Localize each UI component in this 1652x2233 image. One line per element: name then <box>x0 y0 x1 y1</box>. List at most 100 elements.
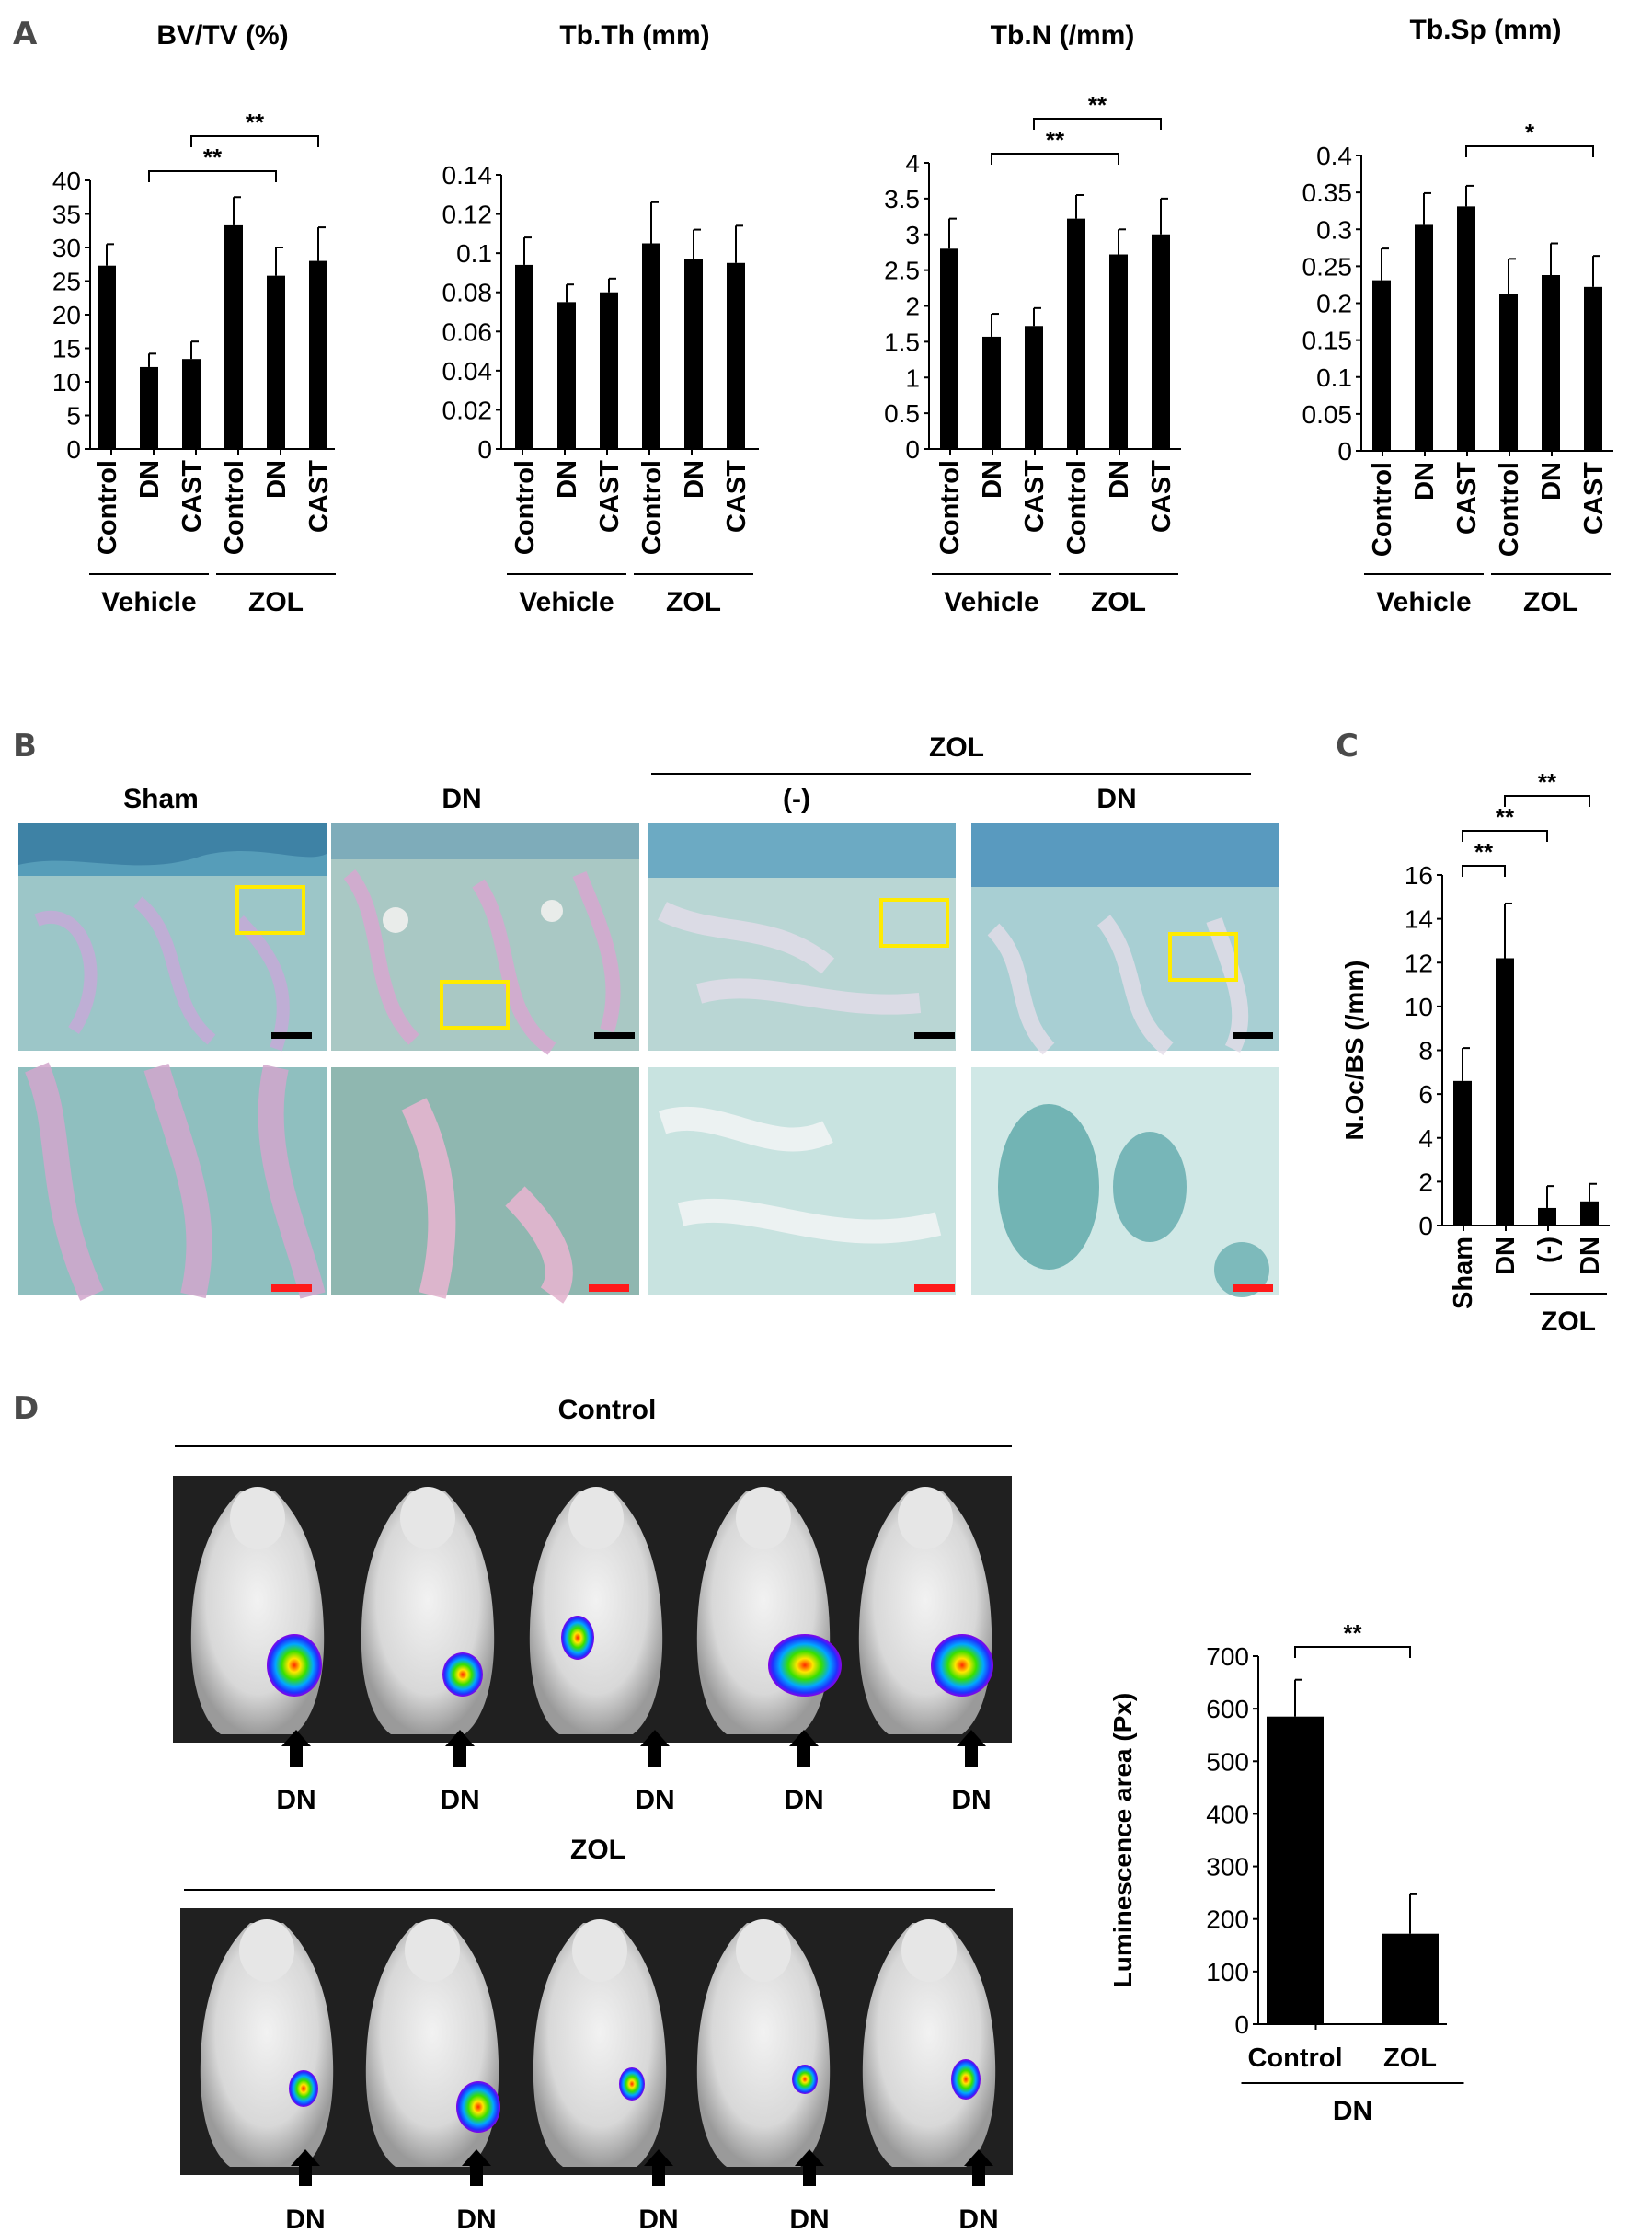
significance-bracket <box>1294 1646 1411 1658</box>
y-tick-label: 16 <box>1405 861 1433 890</box>
y-tick-label: 5 <box>66 402 81 431</box>
category-label: ZOL <box>1383 2043 1437 2073</box>
histology-high-mag-zol-neg <box>648 1067 956 1295</box>
y-tick-label: 0.15 <box>1302 327 1353 355</box>
y-tick-label: 0.35 <box>1302 178 1353 207</box>
y-tick-label: 40 <box>52 167 81 195</box>
mouse-head <box>736 1919 791 1982</box>
bar-dn <box>1415 224 1433 451</box>
category-label: CAST <box>595 460 625 533</box>
significance-bracket <box>1033 118 1162 130</box>
group-label: Vehicle <box>519 587 614 617</box>
y-tick-label: 12 <box>1405 949 1433 977</box>
y-tick-label: 700 <box>1206 1642 1249 1671</box>
zol-images-label: ZOL <box>570 1835 625 1865</box>
mouse-image <box>696 1487 842 1734</box>
group-label: ZOL <box>666 587 721 617</box>
category-label: CAST <box>1020 460 1050 533</box>
arrow-icon <box>462 2149 491 2186</box>
category-label: Sham <box>1449 1237 1478 1309</box>
arrow-marker: DN <box>789 2149 830 2233</box>
significance-label: ** <box>1088 91 1107 119</box>
category-label: CAST <box>1452 462 1482 535</box>
category-label: DN <box>1537 462 1566 501</box>
chart-tb-sp: 0 0.05 0.1 0.15 0.2 0.25 0.3 0.35 0.4 Control DN CA… <box>1302 15 1613 617</box>
y-tick-label: 3 <box>905 221 920 249</box>
bar-control <box>940 248 958 449</box>
column-label-sham: Sham <box>123 784 199 814</box>
luminescence-signal <box>931 1634 993 1697</box>
category-label: Control <box>1062 460 1092 555</box>
arrow-icon <box>957 1730 986 1767</box>
bar-control <box>98 265 116 449</box>
y-tick-label: 14 <box>1405 905 1433 934</box>
group-label: Vehicle <box>101 587 196 617</box>
y-tick-label: 0.1 <box>456 239 492 268</box>
bar-control <box>1499 294 1518 451</box>
chart-tb-n: 0 0.5 1 1.5 2 2.5 3 3.5 4 Control DN CAST Control DN C… <box>884 20 1181 617</box>
column-label-dn: DN <box>442 784 481 814</box>
arrow-marker: DN <box>635 1730 675 1815</box>
bar-control <box>224 224 243 449</box>
y-tick-label: 0 <box>1418 1212 1433 1240</box>
bar-dn <box>684 259 703 449</box>
panel-d: Control ZOL DN DN DN DN DN DN DN DN DN DN <box>173 1395 1013 2233</box>
chart-title: BV/TV (%) <box>156 20 288 51</box>
arrow-label: DN <box>635 1785 674 1815</box>
bar-control <box>1067 218 1085 449</box>
bar-cast <box>727 262 745 449</box>
y-tick-label: 0.02 <box>442 396 493 424</box>
y-tick-label: 1.5 <box>884 328 920 356</box>
luminescence-signal <box>561 1616 594 1660</box>
mouse-head <box>400 1487 455 1549</box>
arrow-icon <box>964 2149 993 2186</box>
category-label: DN <box>553 460 582 499</box>
histology-low-mag-zol-neg <box>648 823 956 1051</box>
y-tick-label: 15 <box>52 335 81 363</box>
bar-sham <box>1453 1080 1472 1226</box>
category-label: DN <box>1105 460 1134 499</box>
panel-label-b: B <box>13 728 37 765</box>
y-tick-label: 6 <box>1418 1080 1433 1109</box>
bar-cast <box>1025 326 1043 449</box>
bar-dn <box>140 366 158 449</box>
bar-cast <box>1584 286 1602 451</box>
y-tick-label: 0.5 <box>884 399 920 428</box>
y-axis-label: Luminescence area (Px) <box>1108 1693 1137 1988</box>
category-label: Control <box>1368 462 1397 557</box>
arrow-icon <box>291 2149 320 2186</box>
arrow-marker: DN <box>958 2149 999 2233</box>
mouse-body <box>533 1923 667 2167</box>
y-tick-label: 300 <box>1206 1853 1249 1882</box>
category-label: Control <box>1247 2043 1342 2073</box>
y-tick-label: 100 <box>1206 1958 1249 1986</box>
luminescence-signal <box>456 2081 500 2133</box>
arrow-icon <box>789 1730 819 1767</box>
y-tick-label: 400 <box>1206 1800 1249 1828</box>
histology-low-mag-zol-dn <box>971 823 1279 1056</box>
bar-dn <box>557 302 576 449</box>
bar- <box>1538 1207 1556 1226</box>
chart-luminescence-area: 0 100 200 300 400 500 600 700 Control ZOL DN ** Lumi… <box>1108 1619 1464 2126</box>
category-label: CAST <box>1147 460 1176 533</box>
y-tick-label: 600 <box>1206 1695 1249 1723</box>
y-tick-label: 0.12 <box>442 201 493 229</box>
group-label: ZOL <box>1541 1306 1596 1337</box>
significance-bracket <box>148 170 277 182</box>
chart-title: Tb.N (/mm) <box>991 20 1135 51</box>
arrow-icon <box>281 1730 311 1767</box>
y-tick-label: 10 <box>52 368 81 397</box>
category-label: (-) <box>1533 1237 1563 1263</box>
category-label: Control <box>637 460 667 555</box>
chart-title: Tb.Sp (mm) <box>1410 15 1562 45</box>
zol-group-label: ZOL <box>929 732 984 763</box>
bar-cast <box>600 292 618 449</box>
y-tick-label: 200 <box>1206 1905 1249 1934</box>
control-group-label: Control <box>558 1395 657 1425</box>
luminescence-signal <box>442 1652 483 1697</box>
y-tick-label: 0.06 <box>442 317 493 346</box>
bar-cast <box>1152 234 1170 449</box>
category-label: Control <box>935 460 965 555</box>
category-label: CAST <box>304 460 334 533</box>
category-label: DN <box>1576 1237 1605 1275</box>
